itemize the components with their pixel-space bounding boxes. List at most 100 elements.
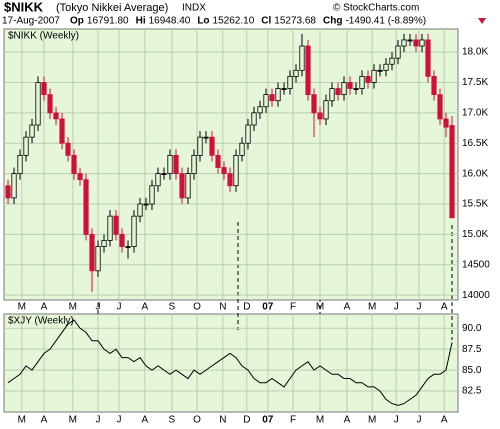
x-tick-label: D xyxy=(243,302,250,313)
candle-body xyxy=(347,82,353,89)
watermark: © StockCharts.com xyxy=(333,3,419,14)
x-tick-label: M xyxy=(316,415,324,426)
candle-body xyxy=(197,136,203,156)
candle-body xyxy=(5,185,11,199)
x-tick-label: J xyxy=(96,302,101,313)
y-tick-label: 15.0K xyxy=(462,229,488,240)
y-tick-label: 82.5 xyxy=(462,386,482,397)
candle-body xyxy=(41,82,47,96)
x-tick-label: 07 xyxy=(262,302,274,313)
candle-body xyxy=(293,69,299,77)
x-tick-label: M xyxy=(368,302,376,313)
quote-value: 16791.80 xyxy=(87,16,129,27)
subtitle: (Tokyo Nikkei Average) xyxy=(56,2,168,14)
candle-body xyxy=(317,112,323,120)
x-tick-label: J xyxy=(417,415,422,426)
candle-body xyxy=(35,82,41,126)
candle-body xyxy=(251,112,257,126)
y-tick-label: 87.5 xyxy=(462,344,482,355)
candle-body xyxy=(311,94,317,114)
candle-body xyxy=(425,39,431,77)
candle-body xyxy=(401,39,407,47)
candle-body xyxy=(443,118,449,128)
x-tick-label: A xyxy=(344,415,351,426)
candle-body xyxy=(431,75,437,96)
candle-body xyxy=(245,124,251,144)
candle-body xyxy=(137,203,143,217)
x-tick-label: J xyxy=(394,302,399,313)
candle-body xyxy=(185,173,191,199)
x-tick-label: O xyxy=(193,415,201,426)
candle-body xyxy=(173,154,179,175)
candle-body xyxy=(221,167,227,175)
candle-body xyxy=(29,124,35,138)
x-tick-label: F xyxy=(290,302,296,313)
candle-body xyxy=(269,94,275,102)
x-tick-label: S xyxy=(168,415,175,426)
yen-panel xyxy=(3,313,459,413)
panel-title: $XJY (Weekly) xyxy=(8,316,74,327)
yen-line xyxy=(7,319,453,406)
x-tick-label: M xyxy=(69,415,77,426)
x-tick-label: A xyxy=(141,415,148,426)
quote-label: Chg xyxy=(323,16,342,27)
panel-title: $NIKK (Weekly) xyxy=(8,31,79,42)
candle-body xyxy=(107,215,113,241)
y-tick-label: 15.5K xyxy=(462,199,488,210)
candle-body xyxy=(299,45,305,71)
candle-body xyxy=(407,39,413,42)
x-tick-label: J xyxy=(394,415,399,426)
x-tick-label: J xyxy=(96,415,101,426)
y-tick-label: 18.0K xyxy=(462,47,488,58)
candle-body xyxy=(83,179,89,235)
x-tick-label: D xyxy=(243,415,250,426)
candle-body xyxy=(167,154,173,175)
candle-body xyxy=(71,154,77,175)
quote-value: 15262.10 xyxy=(213,16,255,27)
candle-body xyxy=(227,173,233,187)
candle-body xyxy=(365,75,371,83)
candle-body xyxy=(281,88,287,90)
y-tick-label: 14000 xyxy=(462,290,490,301)
candle-body xyxy=(125,246,131,248)
x-tick-label: O xyxy=(193,302,201,313)
candle-body xyxy=(389,57,395,65)
candle-body xyxy=(53,112,59,120)
candle-body xyxy=(47,94,53,114)
candle-body xyxy=(263,94,269,108)
candle-body xyxy=(101,240,107,247)
x-tick-label: N xyxy=(219,415,226,426)
quote-label: Hi xyxy=(136,16,146,27)
candle-body xyxy=(329,88,335,102)
price-panel xyxy=(3,28,459,301)
x-tick-label: F xyxy=(290,415,296,426)
candle-body xyxy=(191,154,197,175)
x-tick-label: 07 xyxy=(262,415,274,426)
candle-body xyxy=(65,142,71,156)
candle-body xyxy=(275,88,281,102)
date: 17-Aug-2007 xyxy=(2,16,60,27)
x-tick-label: N xyxy=(219,302,226,313)
x-tick-label: A xyxy=(441,302,448,313)
y-tick-label: 16.5K xyxy=(462,138,488,149)
quote-value: 15273.68 xyxy=(274,16,316,27)
x-tick-label: M xyxy=(69,302,77,313)
candle-body xyxy=(215,154,221,168)
y-tick-label: 90.0 xyxy=(462,323,482,334)
x-tick-label: A xyxy=(441,415,448,426)
candle-body xyxy=(371,69,377,83)
candle-body xyxy=(77,173,83,181)
candle-body xyxy=(233,154,239,187)
candle-body xyxy=(413,39,419,47)
candle-body xyxy=(155,173,161,187)
x-tick-label: M xyxy=(18,302,26,313)
candle-body xyxy=(143,203,149,206)
exchange: INDX xyxy=(182,3,206,14)
x-tick-label: J xyxy=(117,302,122,313)
candle-body xyxy=(179,173,185,199)
candle-body xyxy=(353,88,359,90)
candle-body xyxy=(149,185,155,205)
x-tick-label: A xyxy=(141,302,148,313)
quote-label: Op xyxy=(70,16,84,27)
